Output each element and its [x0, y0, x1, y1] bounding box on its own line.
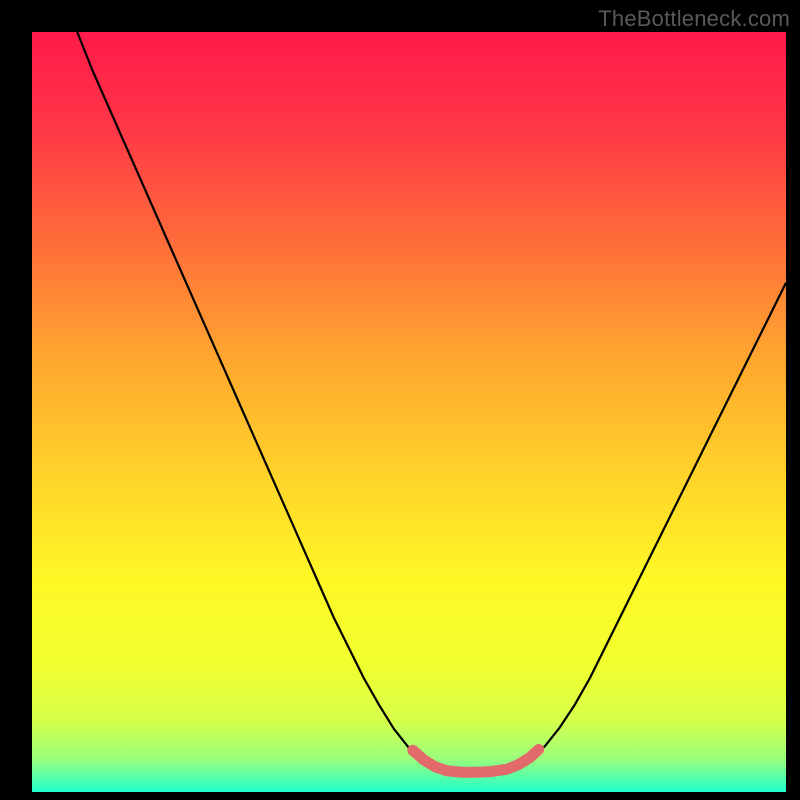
- gradient-background: [32, 32, 786, 792]
- bottleneck-chart: [32, 32, 786, 792]
- chart-frame: TheBottleneck.com: [0, 0, 800, 800]
- watermark-text: TheBottleneck.com: [598, 6, 790, 32]
- plot-area: [32, 32, 786, 792]
